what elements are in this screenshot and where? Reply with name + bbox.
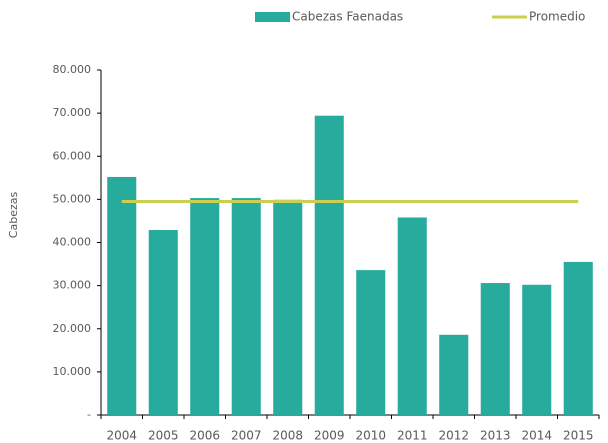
y-tick-label: 10.000 (53, 365, 92, 378)
x-tick-label: 2006 (189, 429, 220, 443)
y-tick-label: 60.000 (53, 149, 92, 162)
x-tick-label: 2010 (355, 429, 386, 443)
legend-swatch (255, 12, 290, 22)
bar (190, 198, 220, 415)
y-tick-label: 30.000 (53, 279, 92, 292)
y-tick-label: 50.000 (53, 192, 92, 205)
x-tick-label: 2015 (563, 429, 594, 443)
y-tick-label: 80.000 (53, 63, 92, 76)
y-tick-label: 70.000 (53, 106, 92, 119)
x-tick-label: 2004 (106, 429, 137, 443)
bar (439, 334, 469, 415)
y-tick-label: 40.000 (53, 236, 92, 249)
x-tick-label: 2007 (231, 429, 262, 443)
x-tick-label: 2014 (521, 429, 552, 443)
bar (356, 270, 386, 415)
bar (314, 115, 344, 416)
y-tick-label: - (87, 408, 91, 421)
bar (397, 217, 427, 415)
x-tick-label: 2011 (397, 429, 428, 443)
y-tick-label: 20.000 (53, 322, 92, 335)
x-tick-label: 2009 (314, 429, 345, 443)
x-tick-label: 2012 (438, 429, 469, 443)
bar (480, 283, 510, 415)
x-tick-label: 2005 (148, 429, 179, 443)
y-axis-title: Cabezas (7, 192, 20, 239)
x-tick-label: 2008 (272, 429, 303, 443)
legend-label: Promedio (529, 10, 585, 24)
bar (563, 261, 593, 415)
bar (148, 229, 178, 415)
x-tick-label: 2013 (480, 429, 511, 443)
bar (522, 284, 552, 415)
legend-label: Cabezas Faenadas (292, 10, 403, 24)
bar (273, 199, 303, 415)
bar (107, 176, 137, 415)
bar (231, 198, 261, 415)
